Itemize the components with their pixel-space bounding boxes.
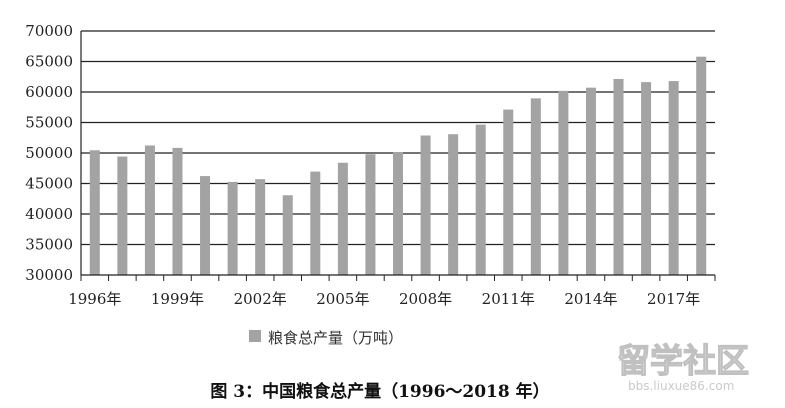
watermark-text: 留学社区 xyxy=(617,341,749,380)
x-tick-label: 2011年 xyxy=(482,290,535,308)
bar-1998 xyxy=(144,145,155,275)
bar-2004 xyxy=(310,171,321,275)
bar-2013 xyxy=(558,90,569,275)
legend-swatch xyxy=(249,330,261,342)
legend: 粮食总产量（万吨） xyxy=(249,329,403,347)
y-tick-labels: 30000 35000 40000 45000 50000 55000 60000 65000… xyxy=(25,22,73,284)
x-tick-labels: 1996年 1999年 2002年 2005年 2008年 2011年 2014年 2017年 xyxy=(68,290,700,308)
bar-1996 xyxy=(89,150,100,275)
watermark-url: bbs.liuxue86.com xyxy=(628,379,734,393)
y-tick-label: 65000 xyxy=(25,53,73,71)
bars xyxy=(89,56,707,276)
bar-2000 xyxy=(200,176,211,275)
bar-2011 xyxy=(503,109,514,276)
bar-2006 xyxy=(365,154,376,275)
y-tick-label: 50000 xyxy=(25,144,73,162)
y-tick-label: 70000 xyxy=(25,22,73,40)
bar-2005 xyxy=(337,162,348,275)
x-tick-label: 2014年 xyxy=(564,290,617,308)
x-tick-label: 2017年 xyxy=(647,290,700,308)
bar-2003 xyxy=(282,195,293,275)
bar-2001 xyxy=(227,181,238,275)
y-tick-label: 45000 xyxy=(25,175,73,193)
bar-2010 xyxy=(475,124,486,275)
y-tick-label: 55000 xyxy=(25,114,73,132)
y-tick-label: 60000 xyxy=(25,83,73,101)
bar-2009 xyxy=(448,134,459,275)
chart-caption: 图 3：中国粮食总产量（1996～2018 年） xyxy=(210,381,549,402)
x-tick-label: 2008年 xyxy=(399,290,452,308)
watermark-logo: 留学社区 bbs.liuxue86.com xyxy=(616,340,749,393)
y-tick-label: 40000 xyxy=(25,205,73,223)
bar-2018 xyxy=(696,56,707,275)
bar-1999 xyxy=(172,147,183,275)
x-tick-label: 2005年 xyxy=(316,290,369,308)
y-tick-label: 30000 xyxy=(25,266,73,284)
bar-2008 xyxy=(420,135,431,275)
legend-label: 粮食总产量（万吨） xyxy=(268,329,403,347)
x-tick-label: 2002年 xyxy=(234,290,287,308)
y-tick-label: 35000 xyxy=(25,236,73,254)
bar-2017 xyxy=(668,81,679,276)
bar-2015 xyxy=(613,78,624,275)
bar-2014 xyxy=(585,87,596,275)
bar-1997 xyxy=(117,156,128,275)
x-tick-label: 1999年 xyxy=(151,290,204,308)
axes xyxy=(80,31,716,281)
bar-2002 xyxy=(255,179,266,275)
bar-2012 xyxy=(530,98,541,276)
bar-2016 xyxy=(641,82,652,275)
x-tick-label: 1996年 xyxy=(68,290,121,308)
bar-2007 xyxy=(393,152,403,275)
